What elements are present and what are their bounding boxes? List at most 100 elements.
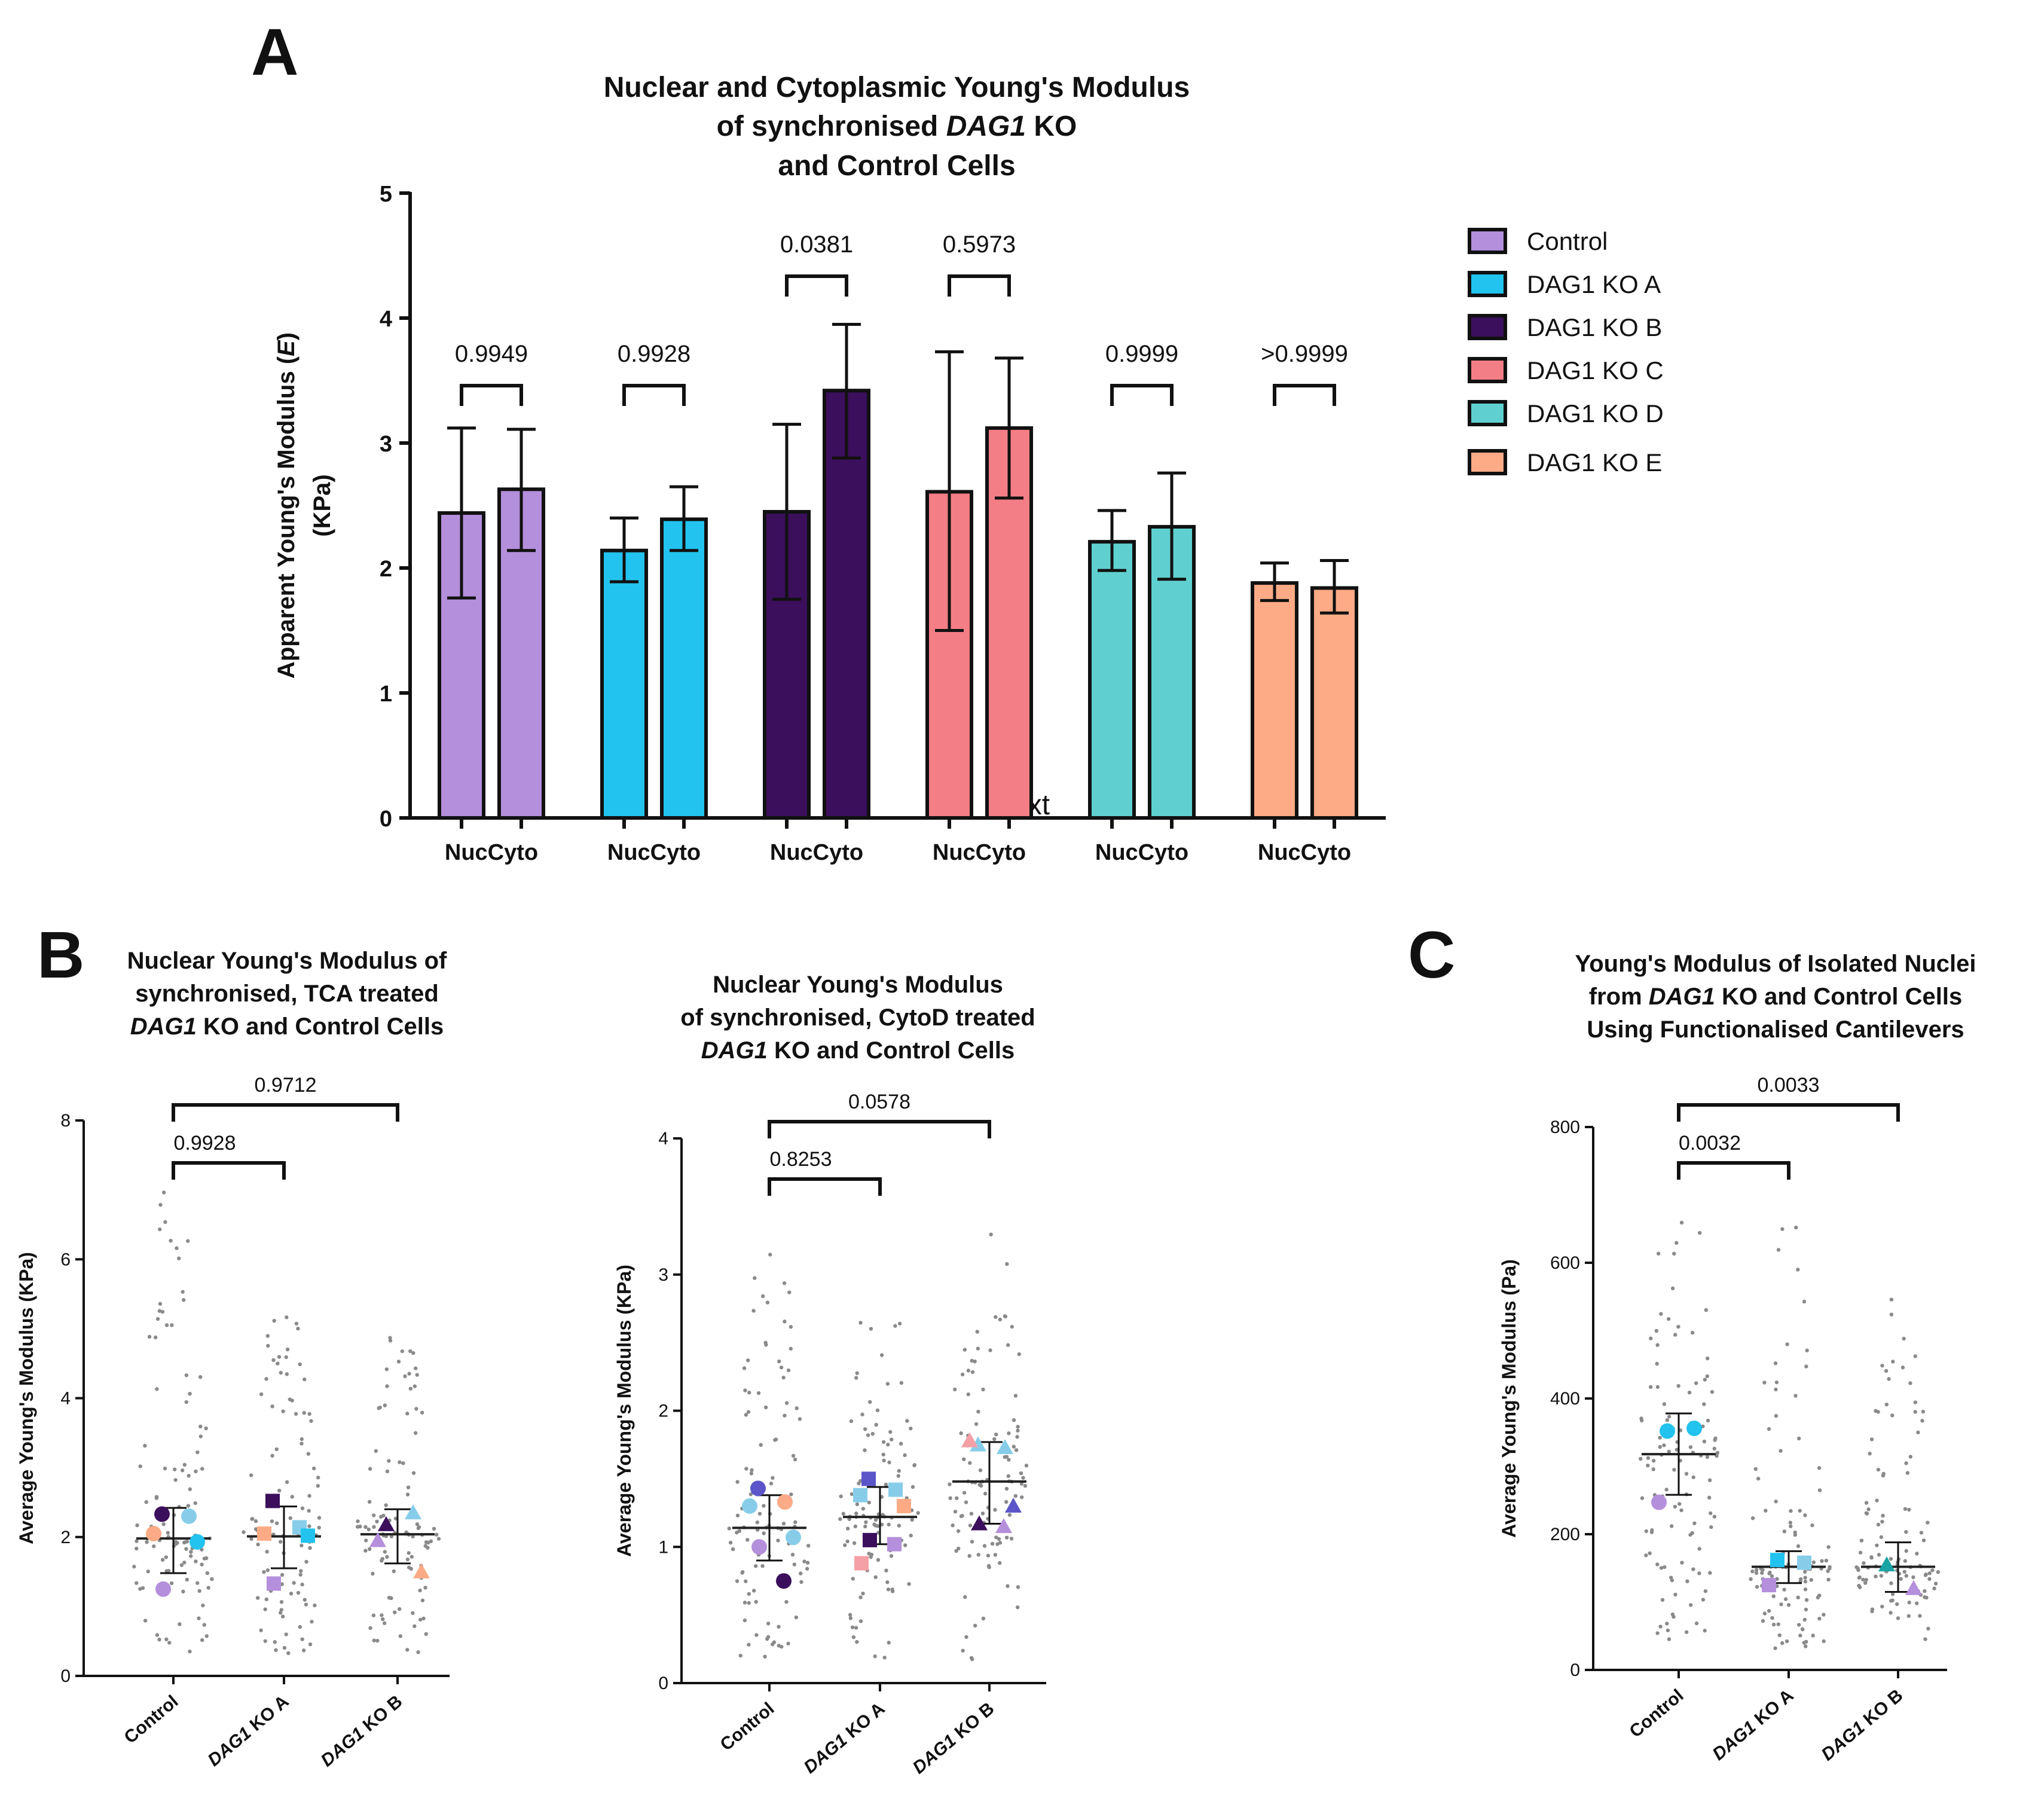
chart-c-raw-point-1-47 [1799, 1577, 1803, 1581]
chart-c-raw-point-0-94 [1659, 1312, 1663, 1316]
chart-b1-raw-point-2-100 [368, 1467, 372, 1471]
chart-b2-raw-point-0-38 [735, 1480, 740, 1484]
chart-b2-replicate-4 [751, 1539, 767, 1555]
chart-c-raw-point-1-55 [1826, 1545, 1831, 1549]
chart-a-legend-label-2: DAG1 KO B [1527, 313, 1662, 341]
chart-b2-raw-point-2-44 [953, 1510, 958, 1514]
chart-b1-raw-point-1-46 [308, 1642, 313, 1647]
chart-b2-raw-point-1-20 [869, 1327, 873, 1331]
chart-b1-raw-point-2-45 [378, 1405, 382, 1410]
chart-c-raw-point-2-21 [1854, 1565, 1859, 1569]
chart-b1-raw-point-2-62 [401, 1461, 405, 1465]
chart-b1-raw-point-2-99 [381, 1513, 386, 1518]
chart-b1-raw-point-0-11 [166, 1531, 170, 1535]
chart-b2-raw-point-2-66 [995, 1542, 1000, 1546]
chart-b2-raw-point-2-61 [994, 1432, 998, 1437]
chart-c-raw-point-1-14 [1796, 1436, 1801, 1441]
chart-b1-raw-point-1-86 [262, 1569, 266, 1574]
chart-c-raw-point-0-39 [1665, 1621, 1669, 1626]
chart-b1-raw-point-1-21 [280, 1572, 285, 1577]
chart-b1-raw-point-1-96 [279, 1370, 283, 1375]
chart-b2-raw-point-1-34 [854, 1511, 858, 1516]
chart-b2-raw-point-2-72 [962, 1491, 967, 1495]
chart-b1-raw-point-0-77 [155, 1317, 160, 1321]
chart-c-raw-point-2-24 [1908, 1381, 1912, 1385]
chart-b2-bracket-0 [768, 1177, 882, 1196]
chart-c-raw-point-2-73 [1918, 1614, 1922, 1618]
chart-c-raw-point-1-44 [1789, 1508, 1793, 1513]
chart-c-raw-point-2-44 [1913, 1400, 1918, 1404]
chart-b2-raw-point-2-86 [1016, 1585, 1020, 1589]
chart-c-raw-point-0-86 [1658, 1624, 1663, 1629]
chart-b2-raw-point-1-31 [851, 1577, 855, 1581]
chart-b2-raw-point-1-39 [864, 1520, 868, 1525]
chart-c-raw-point-1-6 [1762, 1381, 1767, 1385]
chart-b1-raw-point-2-71 [405, 1492, 410, 1497]
chart-b1-replicate-0 [154, 1506, 170, 1522]
chart-c-raw-point-2-108 [1923, 1589, 1927, 1593]
chart-b1-raw-point-2-5 [410, 1555, 414, 1559]
chart-b1-raw-point-2-66 [411, 1471, 416, 1475]
chart-b2-raw-point-0-103 [787, 1290, 792, 1294]
chart-c-raw-point-0-11 [1655, 1631, 1660, 1635]
chart-b2-raw-point-2-6 [993, 1508, 997, 1512]
chart-b2-raw-point-1-42 [845, 1526, 850, 1531]
chart-b1-raw-point-2-30 [405, 1412, 410, 1416]
chart-b1-raw-point-0-49 [135, 1581, 139, 1585]
chart-c-raw-point-1-72 [1761, 1619, 1765, 1623]
chart-a-bracket-2 [785, 274, 848, 297]
chart-c-raw-point-1-90 [1802, 1299, 1807, 1304]
chart-c-raw-point-2-85 [1856, 1568, 1860, 1572]
chart-a-bracket-4 [1110, 384, 1174, 406]
chart-b1-raw-point-1-16 [306, 1452, 311, 1456]
chart-b2-raw-point-0-71 [742, 1601, 747, 1605]
chart-b2-raw-point-0-97 [791, 1453, 796, 1458]
chart-c-raw-point-0-60 [1646, 1463, 1650, 1468]
chart-b2-raw-point-0-4 [777, 1359, 781, 1364]
chart-c-raw-point-0-65 [1670, 1578, 1675, 1583]
chart-c-raw-point-2-57 [1877, 1553, 1881, 1557]
chart-c-raw-point-0-33 [1705, 1374, 1709, 1379]
chart-b2-replicate-0 [750, 1480, 766, 1497]
chart-b1-raw-point-0-79 [189, 1554, 193, 1558]
chart-c-raw-point-1-18 [1776, 1622, 1780, 1626]
chart-c-raw-point-1-9 [1764, 1508, 1768, 1513]
chart-b2-raw-point-2-11 [1004, 1486, 1009, 1491]
chart-b1-raw-point-0-99 [163, 1220, 167, 1224]
chart-b1-raw-point-2-98 [411, 1351, 415, 1355]
chart-c-raw-point-1-49 [1785, 1639, 1789, 1644]
chart-b1-raw-point-1-91 [294, 1321, 299, 1326]
chart-b1-raw-point-1-76 [279, 1608, 283, 1612]
chart-c-raw-point-1-57 [1754, 1568, 1759, 1572]
chart-b2-raw-point-2-63 [987, 1565, 991, 1569]
chart-b2-raw-point-1-51 [916, 1511, 920, 1515]
chart-b2-raw-point-0-28 [768, 1253, 772, 1257]
chart-b1-raw-point-2-92 [407, 1551, 411, 1555]
chart-c-raw-point-0-100 [1709, 1525, 1713, 1529]
chart-c-raw-point-0-95 [1691, 1567, 1695, 1571]
chart-c-raw-point-0-30 [1666, 1317, 1671, 1321]
chart-b1-replicate-1 [181, 1508, 197, 1524]
chart-b1-raw-point-0-28 [202, 1623, 206, 1627]
chart-b2-raw-point-0-101 [764, 1343, 768, 1347]
chart-c-y-tick-label-1: 200 [1550, 1525, 1580, 1544]
chart-c-raw-point-1-56 [1817, 1593, 1822, 1598]
chart-b1-raw-point-1-107 [294, 1412, 298, 1416]
chart-b1-raw-point-0-67 [169, 1238, 173, 1243]
chart-b1-raw-point-0-25 [200, 1467, 204, 1471]
chart-b2-raw-point-2-93 [959, 1514, 964, 1519]
chart-c-raw-point-1-42 [1817, 1466, 1822, 1470]
chart-b2-raw-point-0-108 [781, 1375, 786, 1380]
chart-b2-raw-point-1-36 [886, 1587, 891, 1592]
chart-b2-raw-point-0-48 [779, 1365, 784, 1370]
chart-b2-raw-point-2-24 [1004, 1535, 1009, 1540]
chart-b2-raw-point-0-32 [793, 1457, 797, 1462]
chart-c-raw-point-1-67 [1750, 1569, 1755, 1574]
chart-c-raw-point-2-32 [1907, 1507, 1911, 1512]
chart-c-raw-point-2-0 [1927, 1577, 1932, 1581]
chart-b1-title-line-3-part-1: KO and Control Cells [197, 1013, 444, 1040]
chart-c-replicate-5 [1762, 1578, 1776, 1593]
chart-c-raw-point-2-93 [1890, 1598, 1895, 1602]
chart-b1-raw-point-2-34 [424, 1632, 428, 1636]
chart-c-raw-point-0-88 [1703, 1589, 1708, 1593]
